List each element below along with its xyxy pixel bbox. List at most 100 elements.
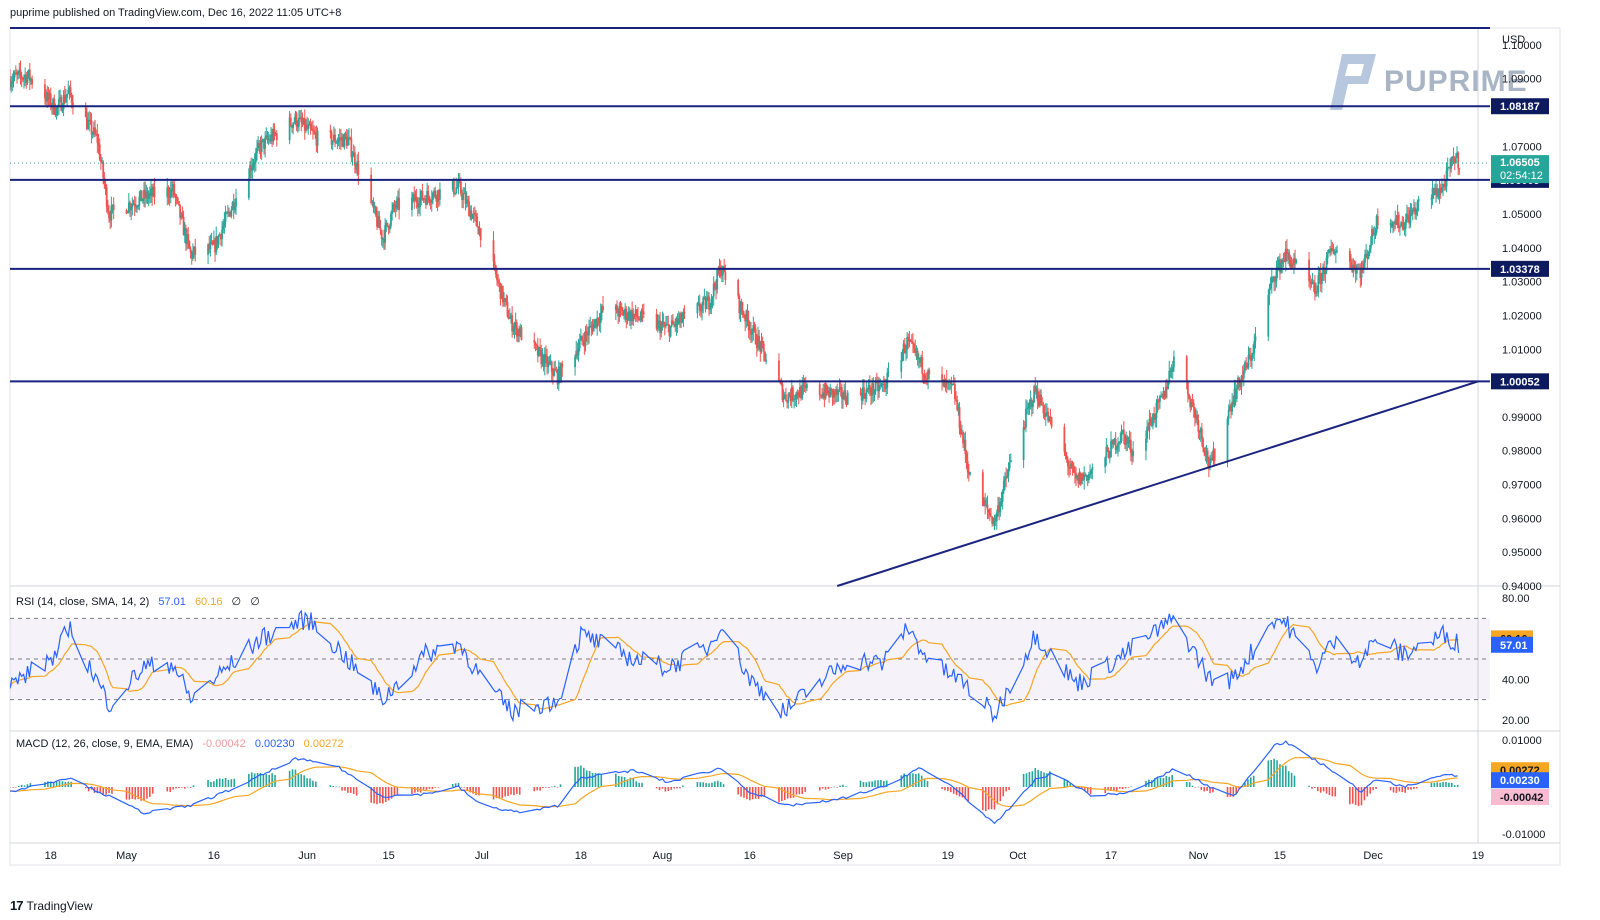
macd-pane[interactable]: 0.01000 -0.01000 0.00272 0.00230 -0.00042 M… (9, 735, 1549, 841)
candle (1196, 410, 1199, 426)
macd-histogram-bar (620, 776, 623, 787)
macd-histogram-bar (149, 787, 151, 797)
candle (1318, 267, 1321, 284)
macd-histogram-bar (26, 784, 29, 787)
candle (1205, 445, 1208, 464)
candle (1389, 218, 1392, 234)
candle (683, 305, 686, 320)
candle (668, 324, 671, 343)
tradingview-footer: 17 TradingView (10, 898, 93, 913)
candle (541, 348, 544, 367)
candle (667, 315, 670, 333)
macd-histogram-bar (1456, 784, 1459, 787)
macd-histogram-bar (52, 782, 55, 787)
candle (624, 303, 627, 323)
candle (539, 338, 542, 357)
macd-histogram-bar (836, 787, 839, 788)
macd-histogram-bar (90, 787, 93, 790)
candle (1073, 465, 1076, 484)
candle (476, 213, 479, 228)
candle (1410, 203, 1413, 217)
candle (990, 507, 992, 517)
candle (1190, 398, 1193, 411)
rsi-value: 57.01 (158, 596, 186, 608)
candle (108, 204, 110, 223)
candle (150, 180, 152, 203)
candle (741, 302, 744, 319)
candle (1322, 263, 1324, 282)
macd-histogram-bar (903, 773, 905, 787)
macd-histogram-bar (338, 786, 340, 788)
candle (555, 366, 558, 373)
macd-histogram-bar (1188, 782, 1191, 787)
candle (303, 109, 306, 140)
candle (1397, 211, 1400, 233)
macd-histogram-bar (591, 773, 594, 787)
macd-histogram-bar (641, 782, 643, 787)
candle (1128, 430, 1131, 450)
candle (540, 344, 543, 369)
candle (415, 188, 418, 209)
candle (1064, 443, 1067, 460)
candle (1032, 400, 1034, 415)
macd-histogram-bar (1212, 787, 1214, 793)
candle (355, 162, 357, 174)
candle (231, 200, 234, 211)
candle (557, 360, 560, 391)
candle (993, 514, 996, 531)
candle (461, 189, 463, 209)
price-tick-label: 1.03000 (1502, 277, 1542, 289)
candle (208, 236, 211, 254)
candle (946, 381, 949, 390)
candle (370, 167, 373, 205)
candle (31, 75, 34, 89)
candle (1039, 389, 1041, 408)
macd-histogram-bar (300, 774, 303, 787)
macd-signal-value: 0.00272 (304, 738, 344, 750)
macd-histogram-bar (1110, 787, 1112, 791)
candle (454, 192, 456, 196)
bar-countdown: 02:54:12 (1500, 170, 1543, 182)
candle (556, 368, 559, 390)
candle (20, 71, 23, 88)
macd-histogram-bar (548, 787, 550, 788)
macd-histogram-bar (749, 787, 751, 801)
candle (1456, 146, 1458, 159)
candle (1191, 393, 1194, 407)
macd-line (10, 740, 1458, 825)
macd-histogram-bar (384, 787, 387, 802)
price-pane[interactable]: USD 1.100001.090001.070001.050001.040001… (9, 27, 1549, 593)
candle (1154, 413, 1157, 428)
candle (631, 301, 634, 326)
candle (1433, 183, 1436, 196)
macd-histogram-bar (714, 781, 716, 787)
macd-histogram-bar (1034, 768, 1037, 787)
candle (582, 333, 585, 347)
candle (1189, 395, 1192, 413)
candle (380, 229, 383, 246)
candle (193, 246, 195, 259)
candle (1066, 456, 1069, 476)
candle (1444, 179, 1447, 191)
candle (1164, 379, 1167, 400)
candle (437, 189, 440, 208)
macd-histogram (10, 758, 1459, 812)
time-tick-label: 19 (942, 850, 954, 862)
candle (1193, 406, 1196, 427)
candle (187, 226, 190, 249)
macd-histogram-bar (559, 784, 562, 787)
candle (1320, 272, 1323, 293)
candle (386, 222, 389, 228)
candle (1287, 249, 1289, 264)
candle (475, 210, 477, 226)
candle (126, 210, 129, 214)
candle (1288, 249, 1291, 267)
candle (470, 205, 473, 221)
macd-histogram-bar (1453, 785, 1456, 787)
macd-histogram-bar (169, 787, 171, 792)
macd-histogram-bar (253, 773, 256, 787)
candle (430, 190, 433, 212)
candle (1156, 395, 1159, 413)
